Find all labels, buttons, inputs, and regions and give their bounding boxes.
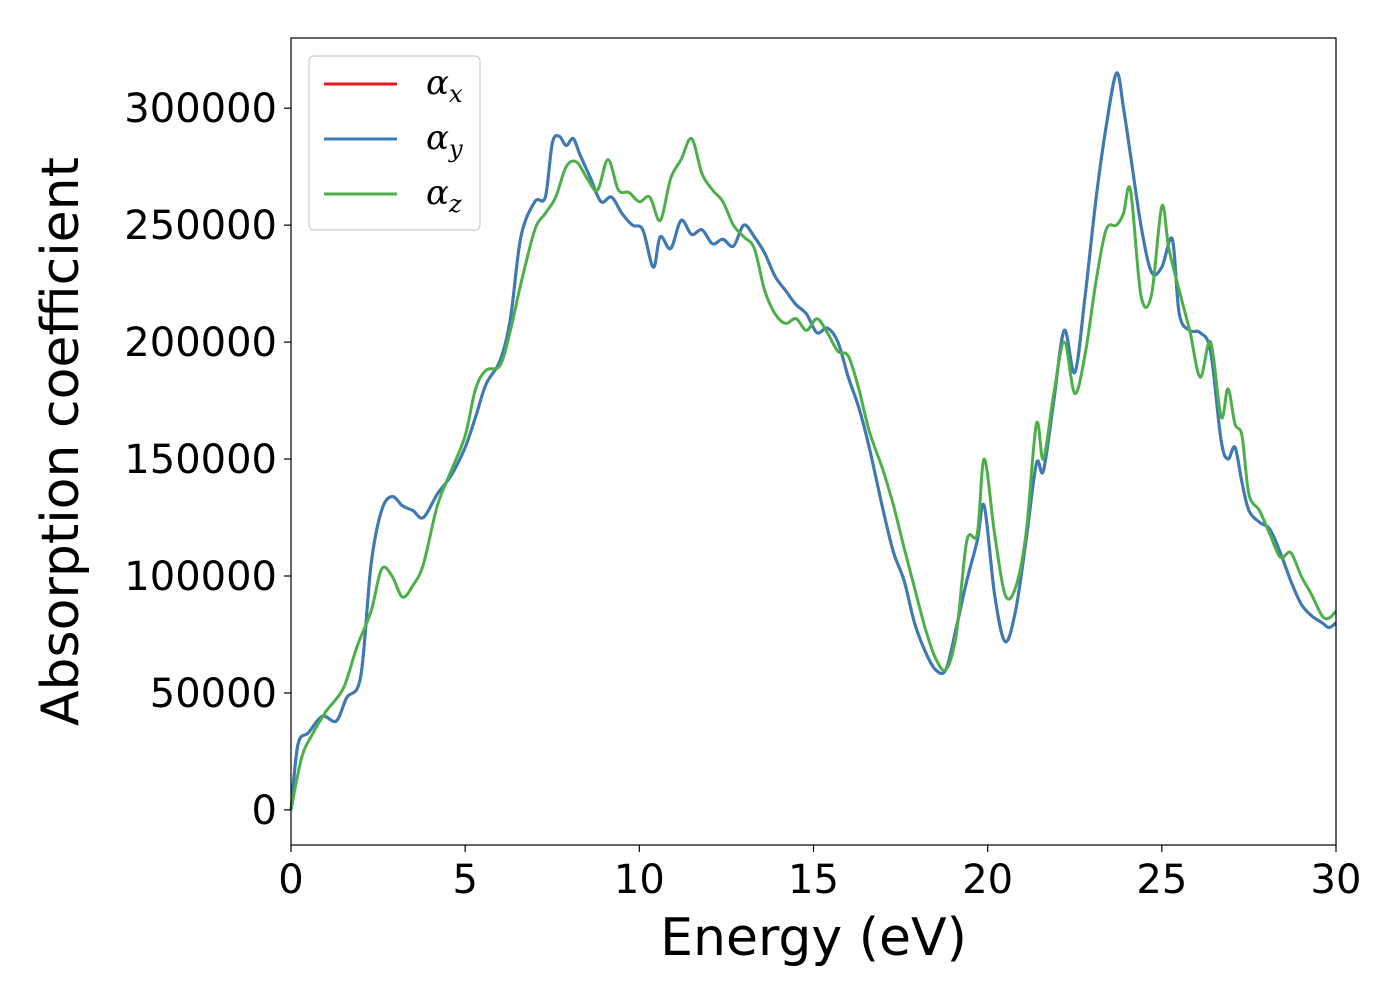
legend-label-z: αz [426,173,462,218]
y-tick-label: 50000 [150,671,277,717]
legend-label-base: α [426,63,449,103]
legend-label-subscript: x [449,80,463,108]
y-tick-label: 250000 [124,203,277,249]
x-tick-label: 0 [278,857,303,903]
x-tick-label: 20 [962,857,1013,903]
y-tick-label: 200000 [124,320,277,366]
x-tick-label: 15 [788,857,839,903]
x-tick-label: 30 [1311,857,1362,903]
y-axis-ticks: 0 50000 100000 150000 200000 250000 300000 [124,86,291,834]
series-layer [289,71,1338,811]
x-axis-ticks: 0 5 10 15 20 25 30 [278,845,1361,903]
x-tick-label: 10 [614,857,665,903]
legend-label-subscript: z [448,190,462,218]
y-axis-label: Absorption coefficient [31,157,91,726]
x-tick-label: 5 [452,857,477,903]
y-tick-label: 0 [252,788,277,834]
series-line-z [289,137,1338,811]
y-tick-label: 100000 [124,554,277,600]
x-axis-label: Energy (eV) [660,908,967,968]
legend-label-x: αx [426,63,463,108]
legend-box [308,55,481,231]
legend-label-subscript: y [448,135,463,163]
legend-label-y: αy [426,118,463,163]
y-tick-label: 300000 [124,86,277,132]
series-line-y [289,71,1337,811]
legend-label-base: α [426,173,449,213]
x-tick-label: 25 [1136,857,1187,903]
y-tick-label: 150000 [124,437,277,483]
legend-label-base: α [426,118,449,158]
